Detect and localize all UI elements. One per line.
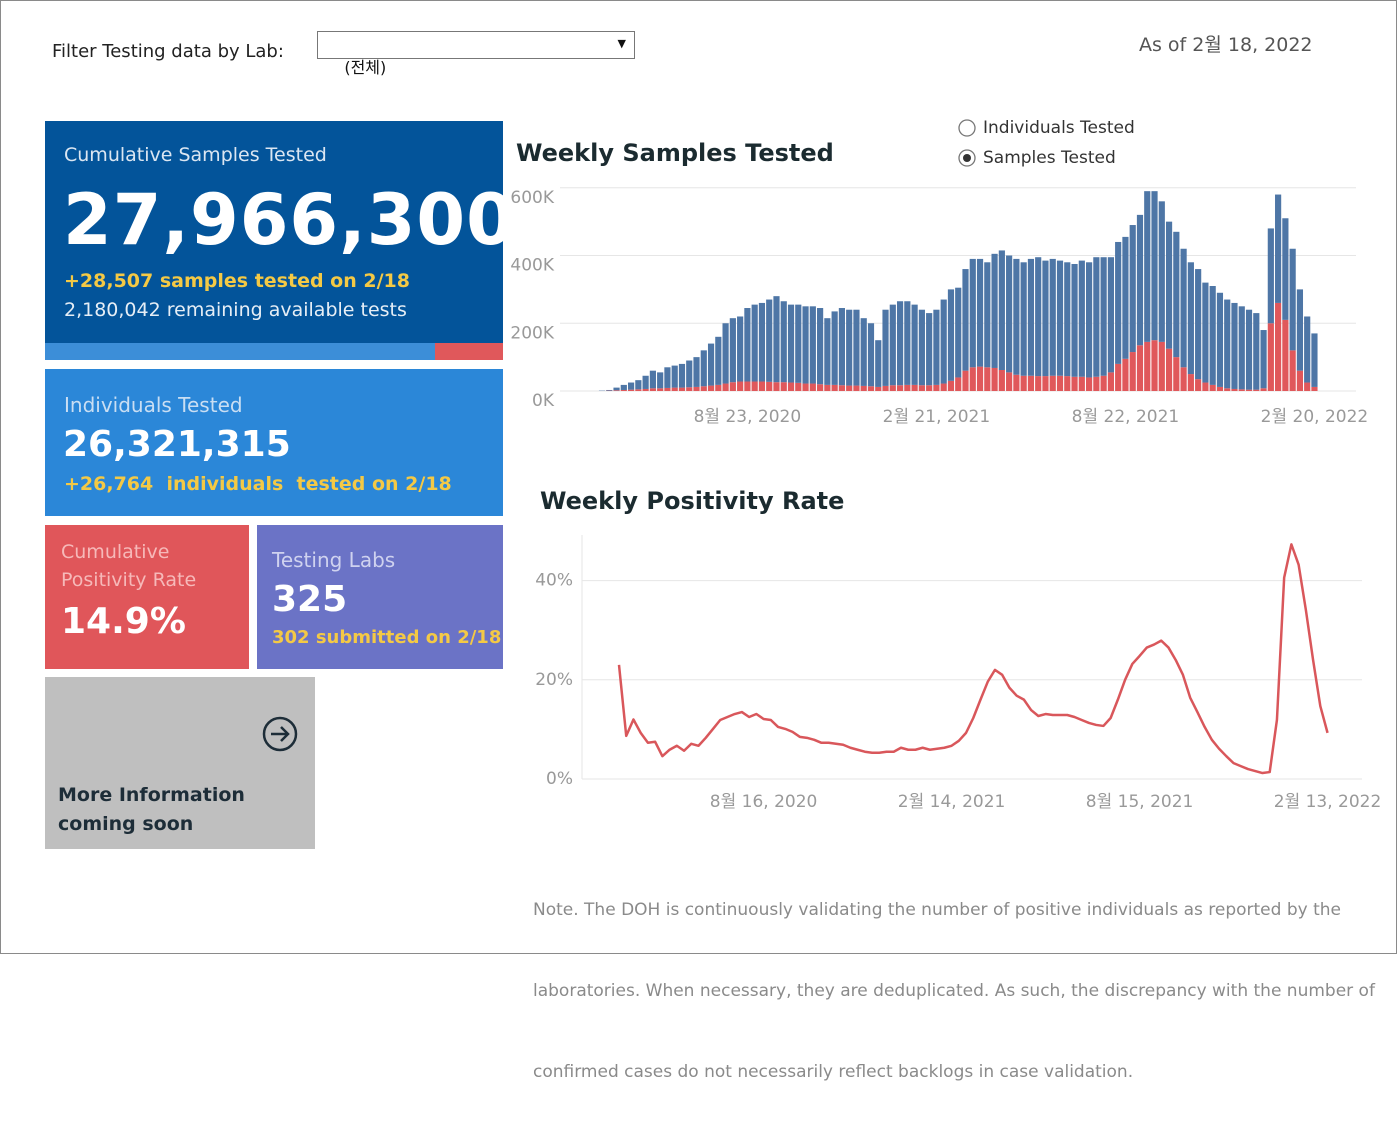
arrow-icon [260,714,300,754]
note: Note. The DOH is continuously validating… [533,843,1375,1140]
card-labs: Testing Labs 325 302 submitted on 2/18 [257,525,503,669]
progress-remaining [435,343,503,360]
more-info-text: coming soon [58,813,193,835]
as-of-date: As of 2월 18, 2022 [1139,30,1313,57]
card-individuals: Individuals Tested 26,321,315 +26,764 in… [45,369,503,516]
note-line: laboratories. When necessary, they are d… [533,978,1375,1005]
card-value: 26,321,315 [63,424,291,465]
page: Filter Testing data by Lab: (전체) ▼ As of… [0,0,1397,954]
card-more-info[interactable]: More Information coming soon [45,677,315,849]
progress-used [45,343,435,360]
card-change: +28,507 samples tested on 2/18 [64,270,410,292]
card-detail: 2,180,042 remaining available tests [64,299,407,321]
card-title: Cumulative Samples Tested [64,144,327,166]
card-positivity: Cumulative Positivity Rate 14.9% [45,525,249,669]
filter-dropdown[interactable]: (전체) ▼ [317,31,635,59]
card-value: 325 [272,579,347,620]
card-value: 27,966,300 [63,179,516,261]
card-title: Testing Labs [272,548,395,572]
card-title: Positivity Rate [61,569,196,591]
dropdown-value: (전체) [344,58,386,77]
card-value: 14.9% [61,601,186,642]
note-line: confirmed cases do not necessarily refle… [533,1059,1375,1086]
note-line: Note. The DOH is continuously validating… [533,897,1375,924]
more-info-text: More Information [58,784,245,806]
card-samples: Cumulative Samples Tested 27,966,300 +28… [45,121,503,343]
dropdown-arrow: ▼ [618,37,626,50]
filter-label: Filter Testing data by Lab: [52,41,284,62]
card-title: Cumulative [61,541,169,563]
card-change: 302 submitted on 2/18 [272,627,501,648]
card-title: Individuals Tested [64,393,243,417]
card-change: +26,764 individuals tested on 2/18 [64,473,452,495]
